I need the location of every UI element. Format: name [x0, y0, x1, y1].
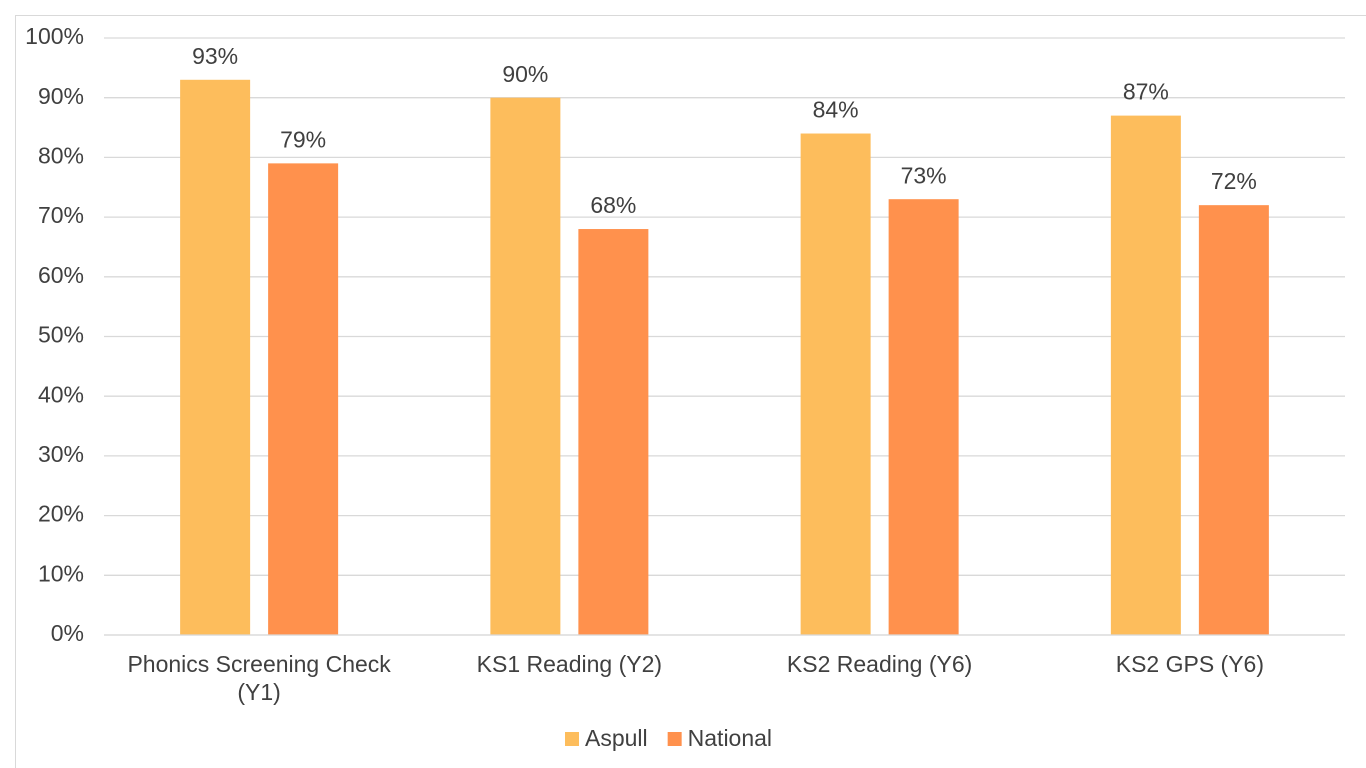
x-tick-label: KS2 GPS (Y6): [1115, 651, 1265, 677]
value-label: 79%: [280, 126, 326, 152]
value-label: 87%: [1123, 79, 1169, 105]
y-tick-label: 70%: [38, 202, 84, 228]
y-tick-label: 50%: [38, 322, 84, 348]
value-label: 68%: [590, 192, 636, 218]
value-label: 73%: [901, 162, 947, 188]
value-label: 90%: [502, 61, 548, 87]
y-tick-label: 60%: [38, 262, 84, 288]
value-label: 72%: [1211, 168, 1257, 194]
x-tick-label: KS2 Reading (Y6): [786, 651, 973, 677]
y-tick-label: 30%: [38, 441, 84, 467]
value-label: 84%: [813, 97, 859, 123]
legend-label: Aspull: [585, 725, 648, 751]
x-tick-label: KS1 Reading (Y2): [476, 651, 663, 677]
y-tick-label: 90%: [38, 83, 84, 109]
bar: [180, 79, 251, 636]
bar: [578, 229, 649, 636]
value-label: 93%: [192, 43, 238, 69]
legend-swatch: [667, 732, 682, 746]
bar: [490, 97, 561, 635]
bar: [1198, 205, 1269, 635]
y-tick-label: 80%: [38, 142, 84, 168]
bar: [1110, 115, 1181, 636]
y-tick-label: 10%: [38, 560, 84, 586]
bar: [800, 133, 871, 635]
legend-label: National: [688, 725, 772, 751]
chart-frame: [15, 15, 1366, 768]
bar: [888, 199, 959, 635]
x-tick-label: Phonics Screening Check (Y1): [127, 651, 391, 705]
y-tick-label: 0%: [51, 620, 84, 646]
legend-swatch: [565, 732, 579, 746]
y-tick-label: 20%: [38, 501, 84, 527]
bar: [268, 163, 339, 635]
y-tick-label: 40%: [38, 381, 84, 407]
y-tick-label: 100%: [25, 23, 84, 49]
